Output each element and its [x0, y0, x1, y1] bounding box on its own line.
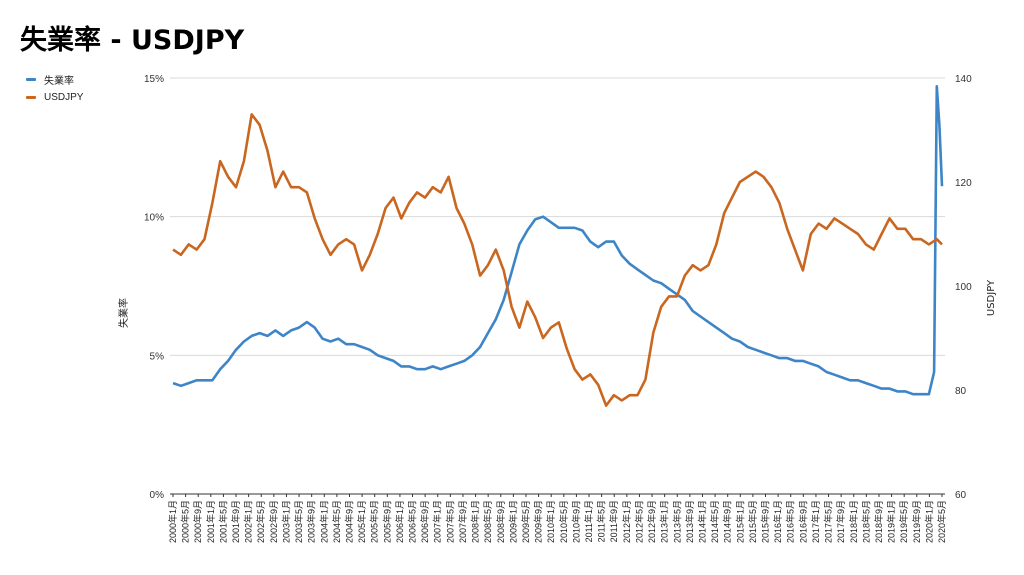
x-tick-label: 2006年5月 — [407, 500, 418, 543]
x-tick-label: 2015年1月 — [734, 500, 745, 543]
x-tick-label: 2013年5月 — [671, 500, 682, 543]
x-axis-ticks: 2000年1月 2000年5月 2000年9月 2001年1月 2001年5月 2001年… — [167, 494, 947, 543]
x-tick-label: 2014年5月 — [709, 500, 720, 543]
x-tick-label: 2019年1月 — [886, 500, 897, 543]
x-tick-label: 2017年9月 — [835, 500, 846, 543]
right-tick-label: 140 — [955, 74, 972, 85]
x-tick-label: 2003年5月 — [293, 500, 304, 543]
right-axis-ticks: 60 80 100 120 140 — [955, 74, 972, 501]
right-tick-label: 80 — [955, 386, 967, 397]
left-tick-label: 5% — [150, 351, 165, 362]
x-tick-label: 2016年5月 — [785, 500, 796, 543]
x-tick-label: 2019年9月 — [911, 500, 922, 543]
legend-label-usdjpy: USDJPY — [44, 91, 84, 103]
x-tick-label: 2012年9月 — [646, 500, 657, 543]
right-tick-label: 100 — [955, 282, 972, 293]
left-tick-label: 10% — [144, 213, 164, 224]
x-tick-label: 2002年5月 — [255, 500, 266, 543]
x-tick-label: 2013年1月 — [659, 500, 670, 543]
x-tick-label: 2008年5月 — [482, 500, 493, 543]
x-tick-label: 2001年9月 — [230, 500, 241, 543]
series-lines — [172, 85, 944, 407]
chart-legend: 失業率 USDJPY — [26, 70, 83, 106]
right-tick-label: 60 — [955, 490, 967, 501]
legend-item-unemployment: 失業率 — [26, 70, 83, 88]
x-tick-label: 2009年5月 — [520, 500, 531, 543]
left-tick-label: 15% — [144, 74, 164, 85]
x-tick-label: 2001年1月 — [205, 500, 216, 543]
x-tick-label: 2004年1月 — [318, 500, 329, 543]
x-tick-label: 2018年5月 — [860, 500, 871, 543]
left-tick-label: 0% — [150, 490, 165, 501]
series-line-usdjpy — [172, 113, 943, 407]
x-tick-label: 2010年9月 — [570, 500, 581, 543]
x-tick-label: 2002年1月 — [243, 500, 254, 543]
x-tick-label: 2011年5月 — [596, 500, 607, 542]
series-line-unemployment — [172, 85, 944, 396]
x-tick-label: 2017年5月 — [823, 500, 834, 543]
x-tick-label: 2015年5月 — [747, 500, 758, 543]
x-tick-label: 2008年9月 — [495, 500, 506, 543]
right-axis-label: USDJPY — [986, 279, 997, 316]
x-tick-label: 2020年1月 — [923, 500, 934, 543]
x-tick-label: 2009年9月 — [533, 500, 544, 543]
x-tick-label: 2015年9月 — [760, 500, 771, 543]
left-axis-ticks: 0% 5% 10% 15% — [144, 74, 164, 501]
x-tick-label: 2006年1月 — [394, 500, 405, 543]
page-title: 失業率 - USDJPY — [20, 25, 245, 56]
legend-label-unemployment: 失業率 — [44, 75, 74, 87]
x-tick-label: 2012年5月 — [633, 500, 644, 543]
x-tick-label: 2004年5月 — [331, 500, 342, 543]
x-tick-label: 2012年1月 — [621, 500, 632, 543]
x-tick-label: 2016年1月 — [772, 500, 783, 543]
x-tick-label: 2017年1月 — [810, 500, 821, 543]
x-tick-label: 2007年1月 — [432, 500, 443, 543]
x-tick-label: 2013年9月 — [684, 500, 695, 543]
legend-item-usdjpy: USDJPY — [26, 88, 83, 106]
x-tick-label: 2010年5月 — [558, 500, 569, 543]
grid-lines — [170, 77, 945, 495]
x-tick-label: 2000年9月 — [192, 500, 203, 543]
x-tick-label: 2005年1月 — [356, 500, 367, 543]
x-tick-label: 2003年9月 — [306, 500, 317, 543]
legend-swatch-unemployment — [26, 77, 36, 81]
x-tick-label: 2000年1月 — [167, 500, 178, 543]
x-tick-label: 2005年5月 — [369, 500, 380, 543]
legend-swatch-usdjpy — [26, 95, 36, 99]
x-tick-label: 2003年1月 — [280, 500, 291, 543]
x-tick-label: 2011年9月 — [608, 500, 619, 542]
x-tick-label: 2007年5月 — [444, 500, 455, 543]
x-tick-label: 2006年9月 — [419, 500, 430, 543]
x-tick-label: 2008年1月 — [470, 500, 481, 543]
x-tick-label: 2019年5月 — [898, 500, 909, 543]
right-tick-label: 120 — [955, 178, 972, 189]
x-tick-label: 2007年9月 — [457, 500, 468, 543]
x-tick-label: 2011年1月 — [583, 500, 594, 542]
x-tick-label: 2005年9月 — [381, 500, 392, 543]
x-tick-label: 2016年9月 — [797, 500, 808, 543]
x-tick-label: 2020年5月 — [936, 500, 947, 543]
x-tick-label: 2010年1月 — [545, 500, 556, 543]
x-tick-label: 2018年1月 — [848, 500, 859, 543]
x-tick-label: 2001年5月 — [217, 500, 228, 543]
x-tick-label: 2002年9月 — [268, 500, 279, 543]
x-tick-label: 2004年9月 — [343, 500, 354, 543]
x-tick-label: 2018年9月 — [873, 500, 884, 543]
x-tick-label: 2009年1月 — [507, 500, 518, 543]
left-axis-label: 失業率 — [117, 298, 130, 328]
x-tick-label: 2014年1月 — [696, 500, 707, 543]
x-tick-label: 2000年5月 — [180, 500, 191, 543]
x-tick-label: 2014年9月 — [722, 500, 733, 543]
